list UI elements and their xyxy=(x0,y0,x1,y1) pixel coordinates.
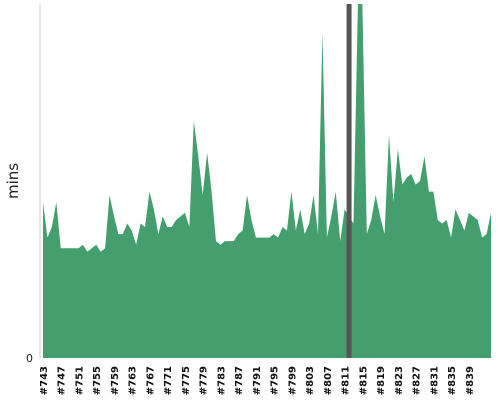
x-tick-label: #779 xyxy=(199,366,210,395)
x-tick-label: #743 xyxy=(39,366,50,395)
x-tick-label: #799 xyxy=(287,366,298,395)
x-tick-label: #759 xyxy=(110,366,121,395)
x-tick-label: #795 xyxy=(270,366,281,395)
x-tick-label: #763 xyxy=(128,366,139,395)
series-area xyxy=(43,4,491,358)
x-tick-label: #767 xyxy=(145,366,156,395)
plot-area xyxy=(43,4,491,358)
x-tick-label: #771 xyxy=(163,366,174,395)
x-tick-label: #803 xyxy=(305,366,316,395)
x-tick-label: #811 xyxy=(341,366,352,395)
x-tick-label: #751 xyxy=(74,366,85,395)
y-axis-label: mins xyxy=(4,163,22,199)
x-tick-label: #807 xyxy=(323,366,334,395)
x-tick-label: #835 xyxy=(447,366,458,395)
x-tick-label: #755 xyxy=(92,366,103,395)
x-tick-label: #783 xyxy=(216,366,227,395)
x-tick-labels: #743 #747 #751 #755 #759 #763 #767 #771 #775 #779… xyxy=(39,366,476,395)
x-tick-label: #827 xyxy=(412,366,423,395)
x-tick-label: #747 xyxy=(57,366,68,395)
x-tick-label: #791 xyxy=(252,366,263,395)
x-tick-label: #787 xyxy=(234,366,245,395)
x-tick-label: #823 xyxy=(394,366,405,395)
x-tick-label: #775 xyxy=(181,366,192,395)
x-tick-label: #815 xyxy=(358,366,369,395)
x-tick-label: #831 xyxy=(429,366,440,395)
highlight-marker xyxy=(346,4,352,358)
x-tick-label: #839 xyxy=(465,366,476,395)
x-tick-label: #819 xyxy=(376,366,387,395)
y-tick-label: 0 xyxy=(26,352,33,365)
